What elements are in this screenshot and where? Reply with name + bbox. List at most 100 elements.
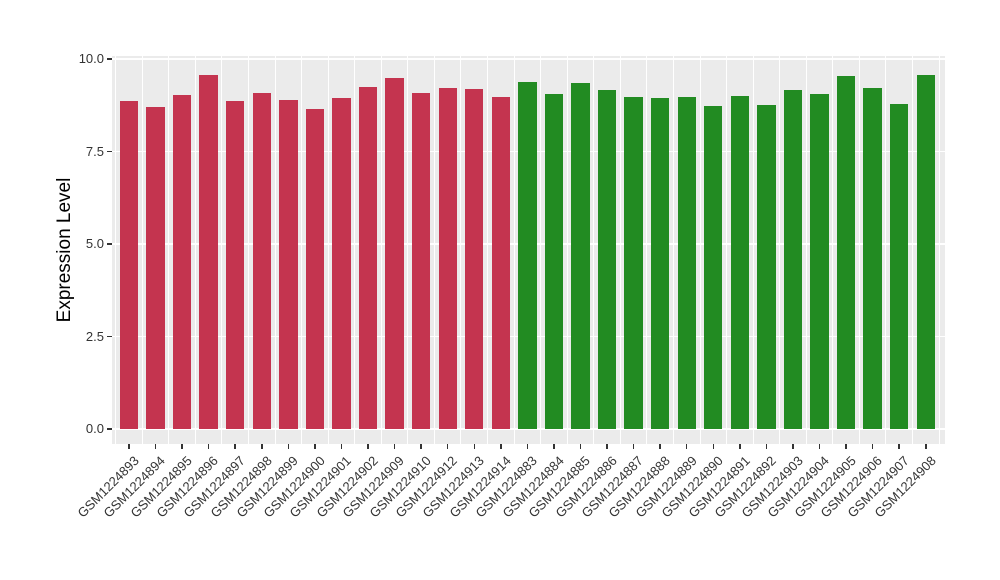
gridline-x-18 <box>593 56 595 444</box>
x-tick-GSM1224896 <box>207 444 210 449</box>
gridline-x-15 <box>513 56 515 444</box>
x-tick-GSM1224886 <box>606 444 608 449</box>
x-tick-GSM1224887 <box>632 444 635 449</box>
y-tick-5 <box>107 243 112 245</box>
x-tick-GSM1224907 <box>898 444 900 449</box>
bar-GSM1224903 <box>783 90 803 429</box>
bar-GSM1224906 <box>863 87 882 429</box>
gridline-x-3 <box>194 56 196 444</box>
x-tick-GSM1224910 <box>420 444 422 449</box>
gridline-x-22 <box>699 56 701 444</box>
bar-GSM1224885 <box>571 82 590 429</box>
gridline-x-2 <box>168 56 170 444</box>
gridline-x-6 <box>274 56 276 444</box>
y-tick-label-5: 5.0 <box>85 236 104 251</box>
bar-GSM1224908 <box>916 75 935 429</box>
y-tick-0 <box>107 428 112 430</box>
gridline-x-21 <box>672 56 674 444</box>
y-tick-10 <box>107 58 112 60</box>
gridline-x-20 <box>646 56 648 444</box>
gridline-x-10 <box>380 56 382 444</box>
gridline-x-0 <box>115 56 117 444</box>
bar-GSM1224899 <box>279 100 298 429</box>
x-tick-GSM1224913 <box>473 444 475 449</box>
gridline-x-29 <box>885 56 887 444</box>
x-tick-GSM1224902 <box>367 444 369 449</box>
y-tick-label-2.5: 2.5 <box>85 328 104 344</box>
bar-GSM1224883 <box>518 81 537 429</box>
x-tick-GSM1224895 <box>181 444 183 449</box>
gridline-x-31 <box>938 56 940 444</box>
x-tick-GSM1224898 <box>261 444 263 449</box>
bar-GSM1224891 <box>730 95 750 429</box>
x-tick-GSM1224889 <box>685 444 688 449</box>
bar-GSM1224897 <box>226 100 245 429</box>
bar-GSM1224913 <box>465 88 484 429</box>
gridline-x-16 <box>540 56 542 444</box>
x-tick-GSM1224883 <box>526 444 529 449</box>
bar-GSM1224914 <box>491 97 510 429</box>
bar-GSM1224895 <box>172 94 192 429</box>
x-tick-GSM1224904 <box>818 444 821 449</box>
gridline-x-9 <box>354 56 356 444</box>
x-tick-GSM1224890 <box>712 444 715 449</box>
bar-GSM1224884 <box>544 93 564 429</box>
x-tick-GSM1224885 <box>579 444 582 449</box>
gridline-x-1 <box>141 56 143 444</box>
x-tick-GSM1224908 <box>925 444 927 449</box>
gridline-x-8 <box>327 56 329 444</box>
bar-GSM1224901 <box>332 97 351 429</box>
x-tick-GSM1224912 <box>446 444 449 449</box>
gridline-x-7 <box>301 56 303 444</box>
gridline-x-24 <box>752 56 754 444</box>
bar-GSM1224902 <box>358 87 378 429</box>
y-tick-label-0: 0.0 <box>85 421 104 436</box>
gridline-y-0 <box>112 428 945 430</box>
x-tick-GSM1224893 <box>128 444 130 449</box>
bar-GSM1224904 <box>810 93 829 429</box>
x-tick-GSM1224914 <box>500 444 502 449</box>
x-tick-label-GSM1224908: GSM1224908 <box>728 452 938 520</box>
x-tick-GSM1224888 <box>659 444 661 449</box>
bar-GSM1224910 <box>411 93 431 429</box>
bar-GSM1224900 <box>305 109 325 429</box>
x-tick-GSM1224903 <box>792 444 794 449</box>
x-tick-GSM1224906 <box>871 444 874 449</box>
bar-GSM1224892 <box>757 104 776 429</box>
bar-GSM1224888 <box>650 97 670 429</box>
bar-GSM1224905 <box>836 75 856 429</box>
gridline-x-19 <box>619 56 621 444</box>
y-tick-label-10: 10.0 <box>78 51 104 66</box>
plot-panel <box>112 56 945 444</box>
bar-GSM1224912 <box>438 88 457 429</box>
gridline-x-11 <box>407 56 409 444</box>
gridline-x-5 <box>248 56 249 444</box>
x-tick-GSM1224892 <box>765 444 768 449</box>
x-tick-GSM1224905 <box>845 444 847 449</box>
bar-GSM1224886 <box>597 90 617 429</box>
x-tick-GSM1224901 <box>340 444 343 449</box>
gridline-x-26 <box>805 56 807 444</box>
bar-GSM1224909 <box>385 78 404 429</box>
gridline-x-14 <box>487 56 489 444</box>
gridline-y-10 <box>112 58 945 60</box>
bar-GSM1224896 <box>199 74 218 429</box>
gridline-x-25 <box>779 56 781 444</box>
gridline-x-17 <box>566 56 568 444</box>
bar-GSM1224887 <box>624 97 643 429</box>
bar-GSM1224898 <box>252 93 271 429</box>
gridline-x-13 <box>460 56 462 444</box>
bar-GSM1224894 <box>146 106 165 429</box>
x-tick-GSM1224909 <box>393 444 396 449</box>
gridline-x-30 <box>912 56 913 444</box>
gridline-x-12 <box>433 56 435 444</box>
y-tick-7.5 <box>107 150 112 153</box>
x-tick-GSM1224884 <box>553 444 555 449</box>
x-tick-GSM1224897 <box>234 444 236 449</box>
y-tick-2.5 <box>107 335 112 338</box>
bar-GSM1224907 <box>890 104 909 429</box>
x-tick-GSM1224891 <box>739 444 741 449</box>
y-tick-label-7.5: 7.5 <box>85 143 104 159</box>
bar-GSM1224893 <box>119 100 139 429</box>
